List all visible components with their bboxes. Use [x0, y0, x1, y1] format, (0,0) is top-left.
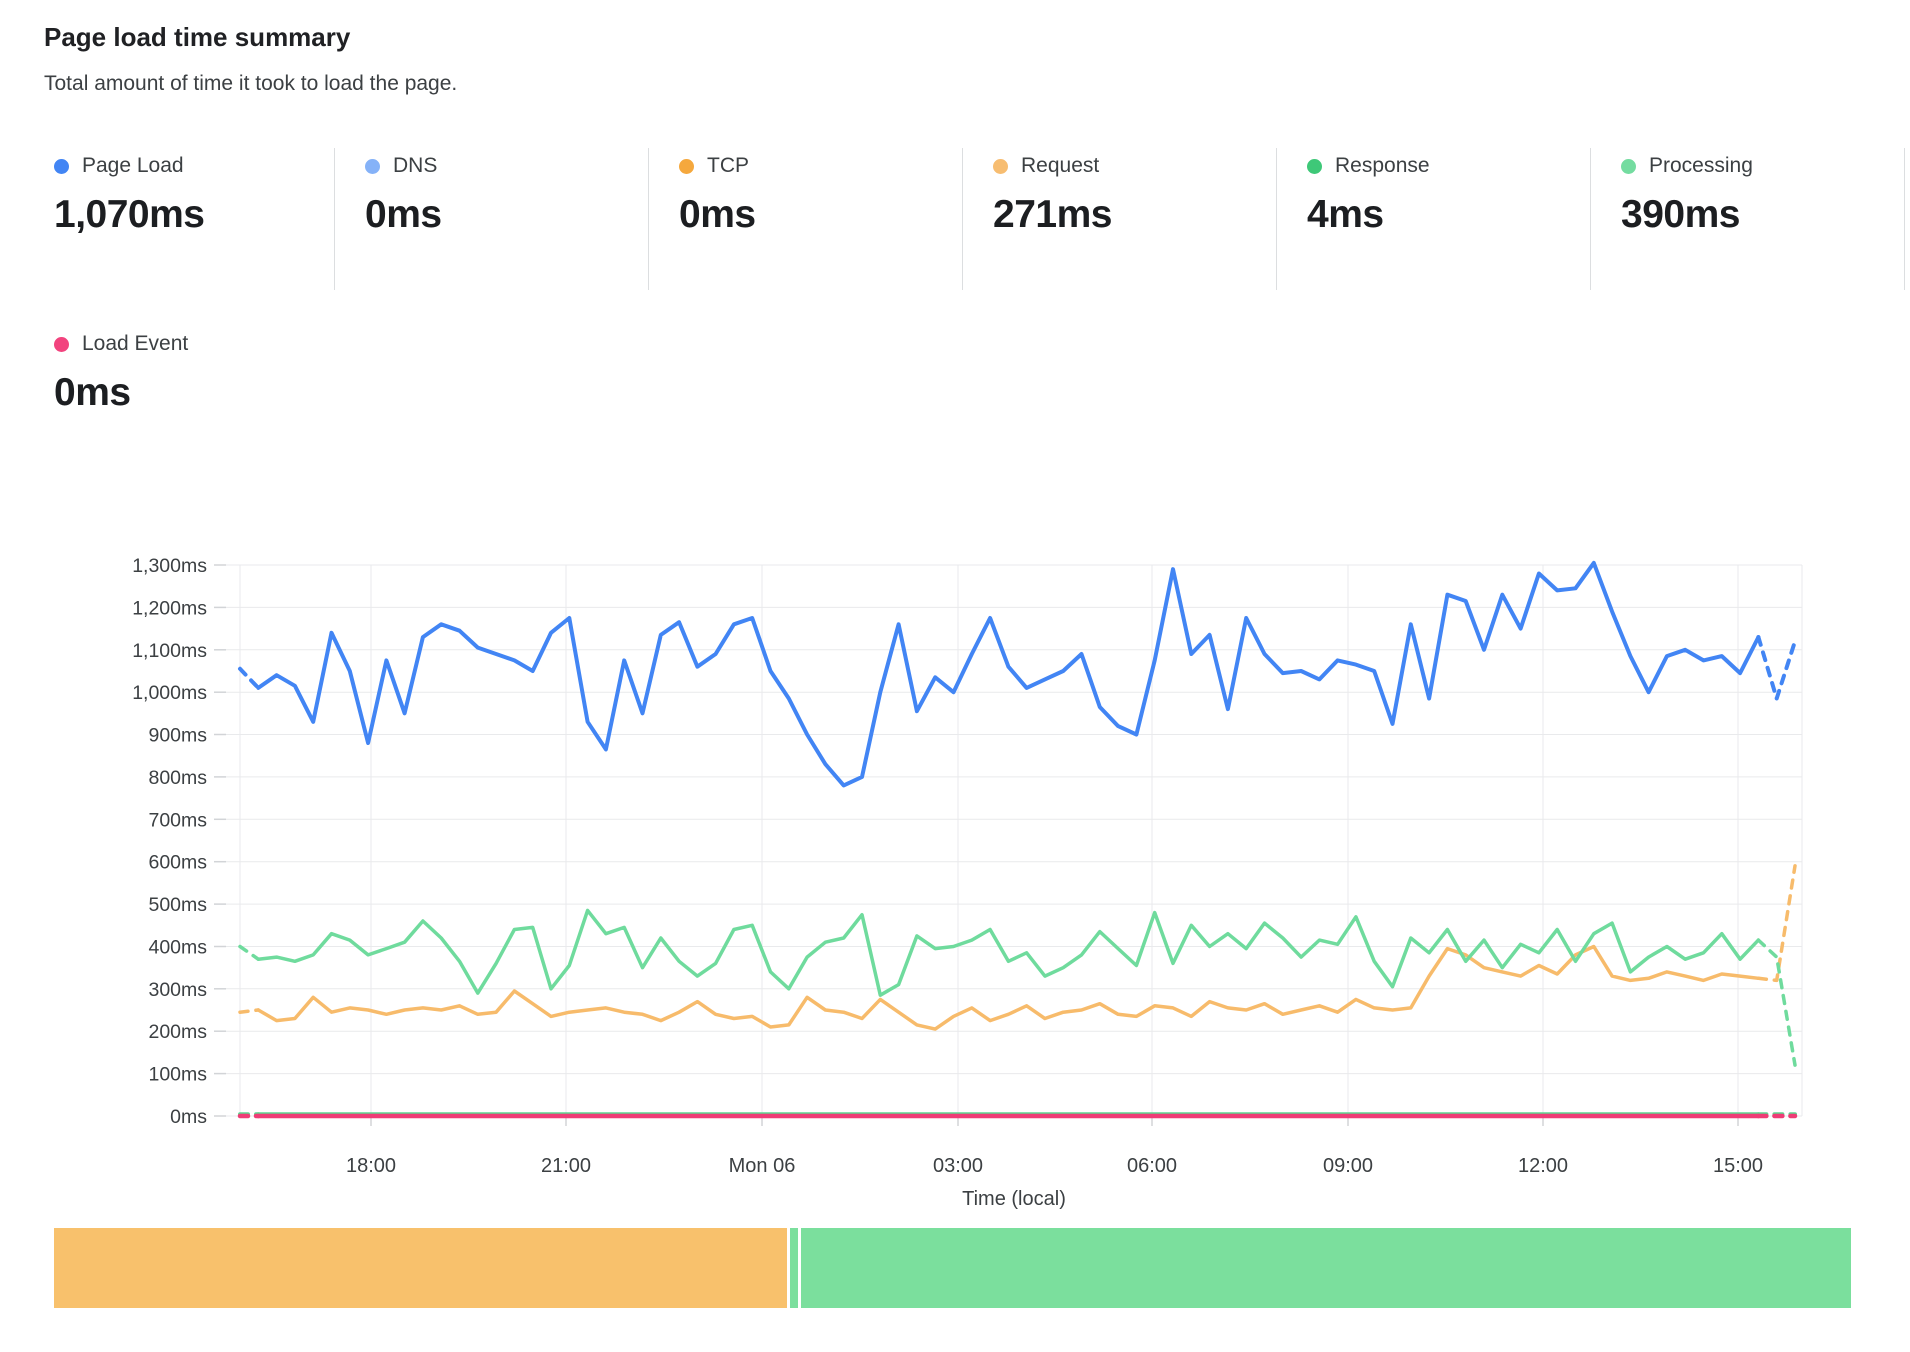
series-line-request-dash-end [1756, 864, 1797, 983]
loadtime-chart[interactable]: 0ms 100ms 200ms 300ms 400ms 500ms 600ms 700ms 80… [0, 430, 1910, 1230]
timeline-segment-passing[interactable] [790, 1228, 798, 1308]
metric-dot-icon [365, 158, 380, 174]
timeline-segment-degraded[interactable] [54, 1228, 787, 1308]
metric-card-page-load: Page Load 1,070ms [44, 148, 335, 290]
x-tick-label: 06:00 [1127, 1155, 1177, 1177]
series-line-page-load-dash-end [1756, 635, 1797, 701]
metric-value: 0ms [679, 193, 756, 236]
series-line-request-dash-start [238, 1008, 261, 1014]
metric-label-row: Load Event [54, 332, 335, 356]
y-tick-label: 1,000ms [132, 682, 207, 704]
metric-label-row: DNS [365, 154, 648, 178]
metric-label-row: Response [1307, 154, 1590, 178]
metric-value: 390ms [1621, 193, 1740, 236]
y-tick-label: 700ms [148, 809, 207, 831]
metric-card-processing: Processing 390ms [1591, 148, 1905, 290]
metric-label-row: Page Load [54, 154, 334, 178]
metric-card-tcp: TCP 0ms [649, 148, 963, 290]
y-tick-label: 1,300ms [132, 555, 207, 577]
metric-label: Response [1335, 154, 1430, 177]
x-tick-label: 21:00 [541, 1155, 591, 1177]
metric-value: 271ms [993, 193, 1112, 236]
metric-label: Load Event [82, 332, 189, 355]
x-tick-label: 15:00 [1713, 1155, 1763, 1177]
metric-label: DNS [393, 154, 438, 177]
series-line-processing-dash-end [1756, 938, 1797, 1067]
metric-label: Page Load [82, 154, 184, 177]
metric-dot-icon [54, 336, 69, 352]
y-tick-label: 100ms [148, 1064, 207, 1086]
series-line-processing [256, 908, 1761, 997]
series-line-processing-dash-start [238, 944, 261, 961]
y-tick-label: 400ms [148, 937, 207, 959]
y-tick-label: 900ms [148, 725, 207, 747]
x-tick-label: 03:00 [933, 1155, 983, 1177]
metric-label-row: Request [993, 154, 1276, 178]
metrics-row: Page Load 1,070ms DNS 0ms TCP 0ms Request 271ms… [44, 148, 1905, 290]
series-line-request [256, 944, 1761, 1031]
y-tick-label: 600ms [148, 852, 207, 874]
page-title: Page load time summary [44, 22, 351, 52]
metric-dot-icon [679, 158, 694, 174]
x-tick-label: 12:00 [1518, 1155, 1568, 1177]
metric-label-row: TCP [679, 154, 962, 178]
metric-card-dns: DNS 0ms [335, 148, 649, 290]
metric-label: Processing [1649, 154, 1753, 177]
metric-dot-icon [993, 158, 1008, 174]
timeline-segment-passing[interactable] [801, 1228, 1851, 1308]
metric-label: Request [1021, 154, 1100, 177]
metric-dot-icon [1621, 158, 1636, 174]
metric-card-response: Response 4ms [1277, 148, 1591, 290]
x-tick-label: 09:00 [1323, 1155, 1373, 1177]
metric-dot-icon [1307, 158, 1322, 174]
metric-dot-icon [54, 158, 69, 174]
metric-card-request: Request 271ms [963, 148, 1277, 290]
metric-value: 0ms [365, 193, 442, 236]
y-tick-label: 200ms [148, 1021, 207, 1043]
page-subtitle: Total amount of time it took to load the… [44, 72, 458, 95]
y-tick-label: 300ms [148, 979, 207, 1001]
y-tick-label: 0ms [170, 1106, 207, 1128]
y-tick-label: 500ms [148, 894, 207, 916]
metric-value: 1,070ms [54, 193, 205, 236]
series-line-page-load [256, 560, 1761, 788]
y-tick-label: 800ms [148, 767, 207, 789]
metric-value: 0ms [54, 371, 131, 414]
x-tick-label: 18:00 [346, 1155, 396, 1177]
metric-value: 4ms [1307, 193, 1384, 236]
y-tick-label: 1,100ms [132, 640, 207, 662]
x-axis-title: Time (local) [962, 1188, 1066, 1210]
metric-label-row: Processing [1621, 154, 1904, 178]
series-line-page-load-dash-start [238, 666, 261, 690]
metric-label: TCP [707, 154, 749, 177]
status-timeline-bar[interactable] [54, 1228, 1857, 1308]
metric-card-load-event: Load Event 0ms [44, 326, 335, 468]
metrics-row-secondary: Load Event 0ms [44, 326, 335, 468]
x-tick-label: Mon 06 [729, 1155, 796, 1177]
y-tick-label: 1,200ms [132, 597, 207, 619]
